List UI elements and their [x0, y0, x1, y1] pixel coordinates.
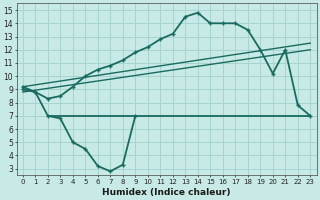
X-axis label: Humidex (Indice chaleur): Humidex (Indice chaleur): [102, 188, 231, 197]
